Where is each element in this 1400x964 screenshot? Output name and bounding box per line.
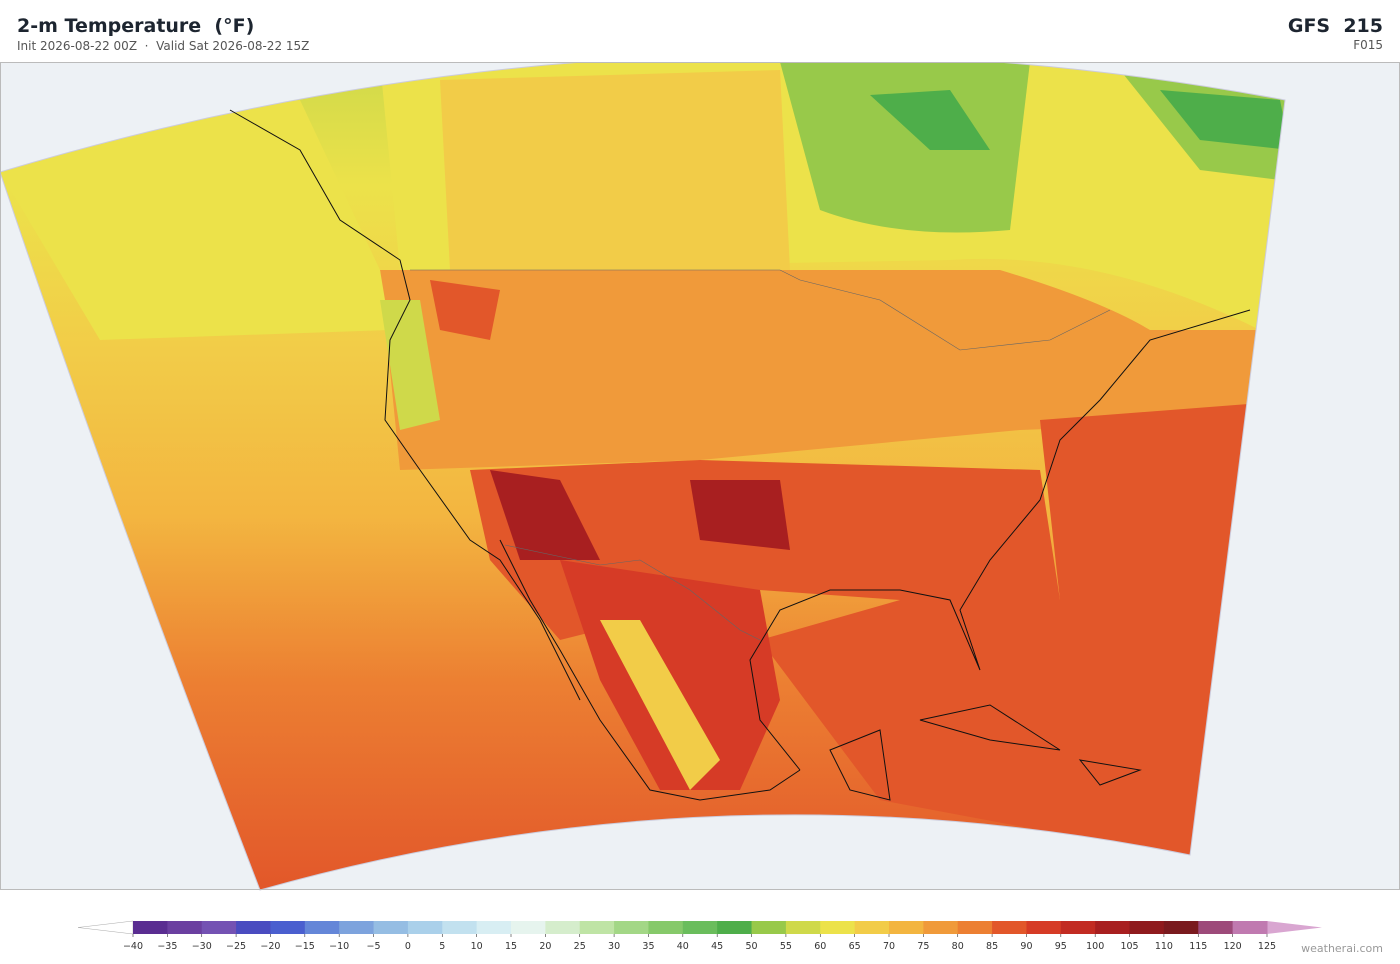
temperature-field [0,62,1285,890]
colorbar-tick-label: −40 [123,941,143,952]
colorbar-segment [442,921,478,934]
colorbar-tick-label: 85 [986,941,998,952]
colorbar-tick-label: −10 [329,941,349,952]
colorbar-segment [889,921,924,934]
colorbar-tick-label: 20 [539,941,551,952]
colorbar-segment [133,921,168,934]
colorbar-segment [407,921,443,934]
colorbar-segment [511,921,546,934]
colorbar-segment [236,921,271,934]
colorbar-segment [1026,921,1062,934]
map-subtitle: Init 2026-08-22 00Z · Valid Sat 2026-08-… [17,39,310,53]
colorbar-under [77,920,134,935]
colorbar-segment [717,921,753,934]
colorbar-tick-label: 35 [642,941,654,952]
colorbar-tick-label: 30 [608,941,620,952]
colorbar-segment [785,921,821,934]
colorbar-tick-label: 90 [1020,941,1032,952]
colorbar-tick-label: 110 [1155,941,1173,952]
colorbar-segment [923,921,959,934]
colorbar-segment [545,921,581,934]
colorbar-segment [820,921,856,934]
colorbar-segment [339,921,375,934]
colorbar-segment [957,921,993,934]
map [0,62,1400,891]
colorbar-tick-label: 60 [814,941,826,952]
colorbar-tick-label: 5 [439,941,445,952]
colorbar-over [1267,921,1322,934]
colorbar-tick-label: 40 [677,941,689,952]
colorbar-tick-label: 55 [780,941,792,952]
map-title: 2-m Temperature (°F) [17,15,255,37]
colorbar-tick-label: −20 [260,941,280,952]
colorbar-tick-label: 0 [405,941,411,952]
colorbar-segment [1095,921,1131,934]
credit: weatherai.com [1301,942,1383,955]
colorbar-tick-label: −5 [367,941,381,952]
colorbar-segment [167,921,203,934]
coastlines [229,109,1251,801]
colorbar-segment [201,921,237,934]
domain-outline [0,62,1286,891]
colorbar-tick-label: 95 [1055,941,1067,952]
forecast-hour: F015 [1353,38,1383,52]
colorbar-segment [476,921,512,934]
colorbar-segment [682,921,718,934]
colorbar-tick-label: 115 [1189,941,1207,952]
colorbar-segment [751,921,787,934]
colorbar-tick-label: 50 [745,941,757,952]
colorbar-segment [579,921,615,934]
colorbar-tick-label: 70 [883,941,895,952]
colorbar-tick-label: 25 [574,941,586,952]
colorbar-segment [304,921,340,934]
colorbar-tick-label: 65 [849,941,861,952]
colorbar-tick-label: 100 [1086,941,1104,952]
colorbar-tick-label: 15 [505,941,517,952]
colorbar-segment [1232,921,1268,934]
colorbar-segment [648,921,684,934]
colorbar-tick-label: 80 [952,941,964,952]
colorbar-tick-label: −15 [295,941,315,952]
colorbar-segment [1198,921,1234,934]
colorbar-segment [1129,921,1165,934]
colorbar-tick-label: −30 [192,941,212,952]
colorbar-segment [992,921,1027,934]
colorbar-segment [854,921,890,934]
colorbar: −40 −35 −30 −25 −20 −15 −10 −5 0 5 10 15 20 25 30 35 40 4… [77,920,1322,952]
colorbar-tick-label: 10 [471,941,483,952]
colorbar-tick-label: 45 [711,941,723,952]
model-name: GFS 215 [1287,15,1383,37]
colorbar-segment [1060,921,1096,934]
colorbar-tick-label: 75 [917,941,929,952]
colorbar-segment [1163,921,1199,934]
colorbar-tick-label: −25 [226,941,246,952]
colorbar-segment [614,921,649,934]
colorbar-segment [373,921,409,934]
borders [410,269,1111,641]
colorbar-tick-label: −35 [157,941,177,952]
colorbar-tick-label: 105 [1120,941,1138,952]
colorbar-tick-label: 120 [1224,941,1242,952]
colorbar-segment [270,921,306,934]
colorbar-tick-label: 125 [1258,941,1276,952]
